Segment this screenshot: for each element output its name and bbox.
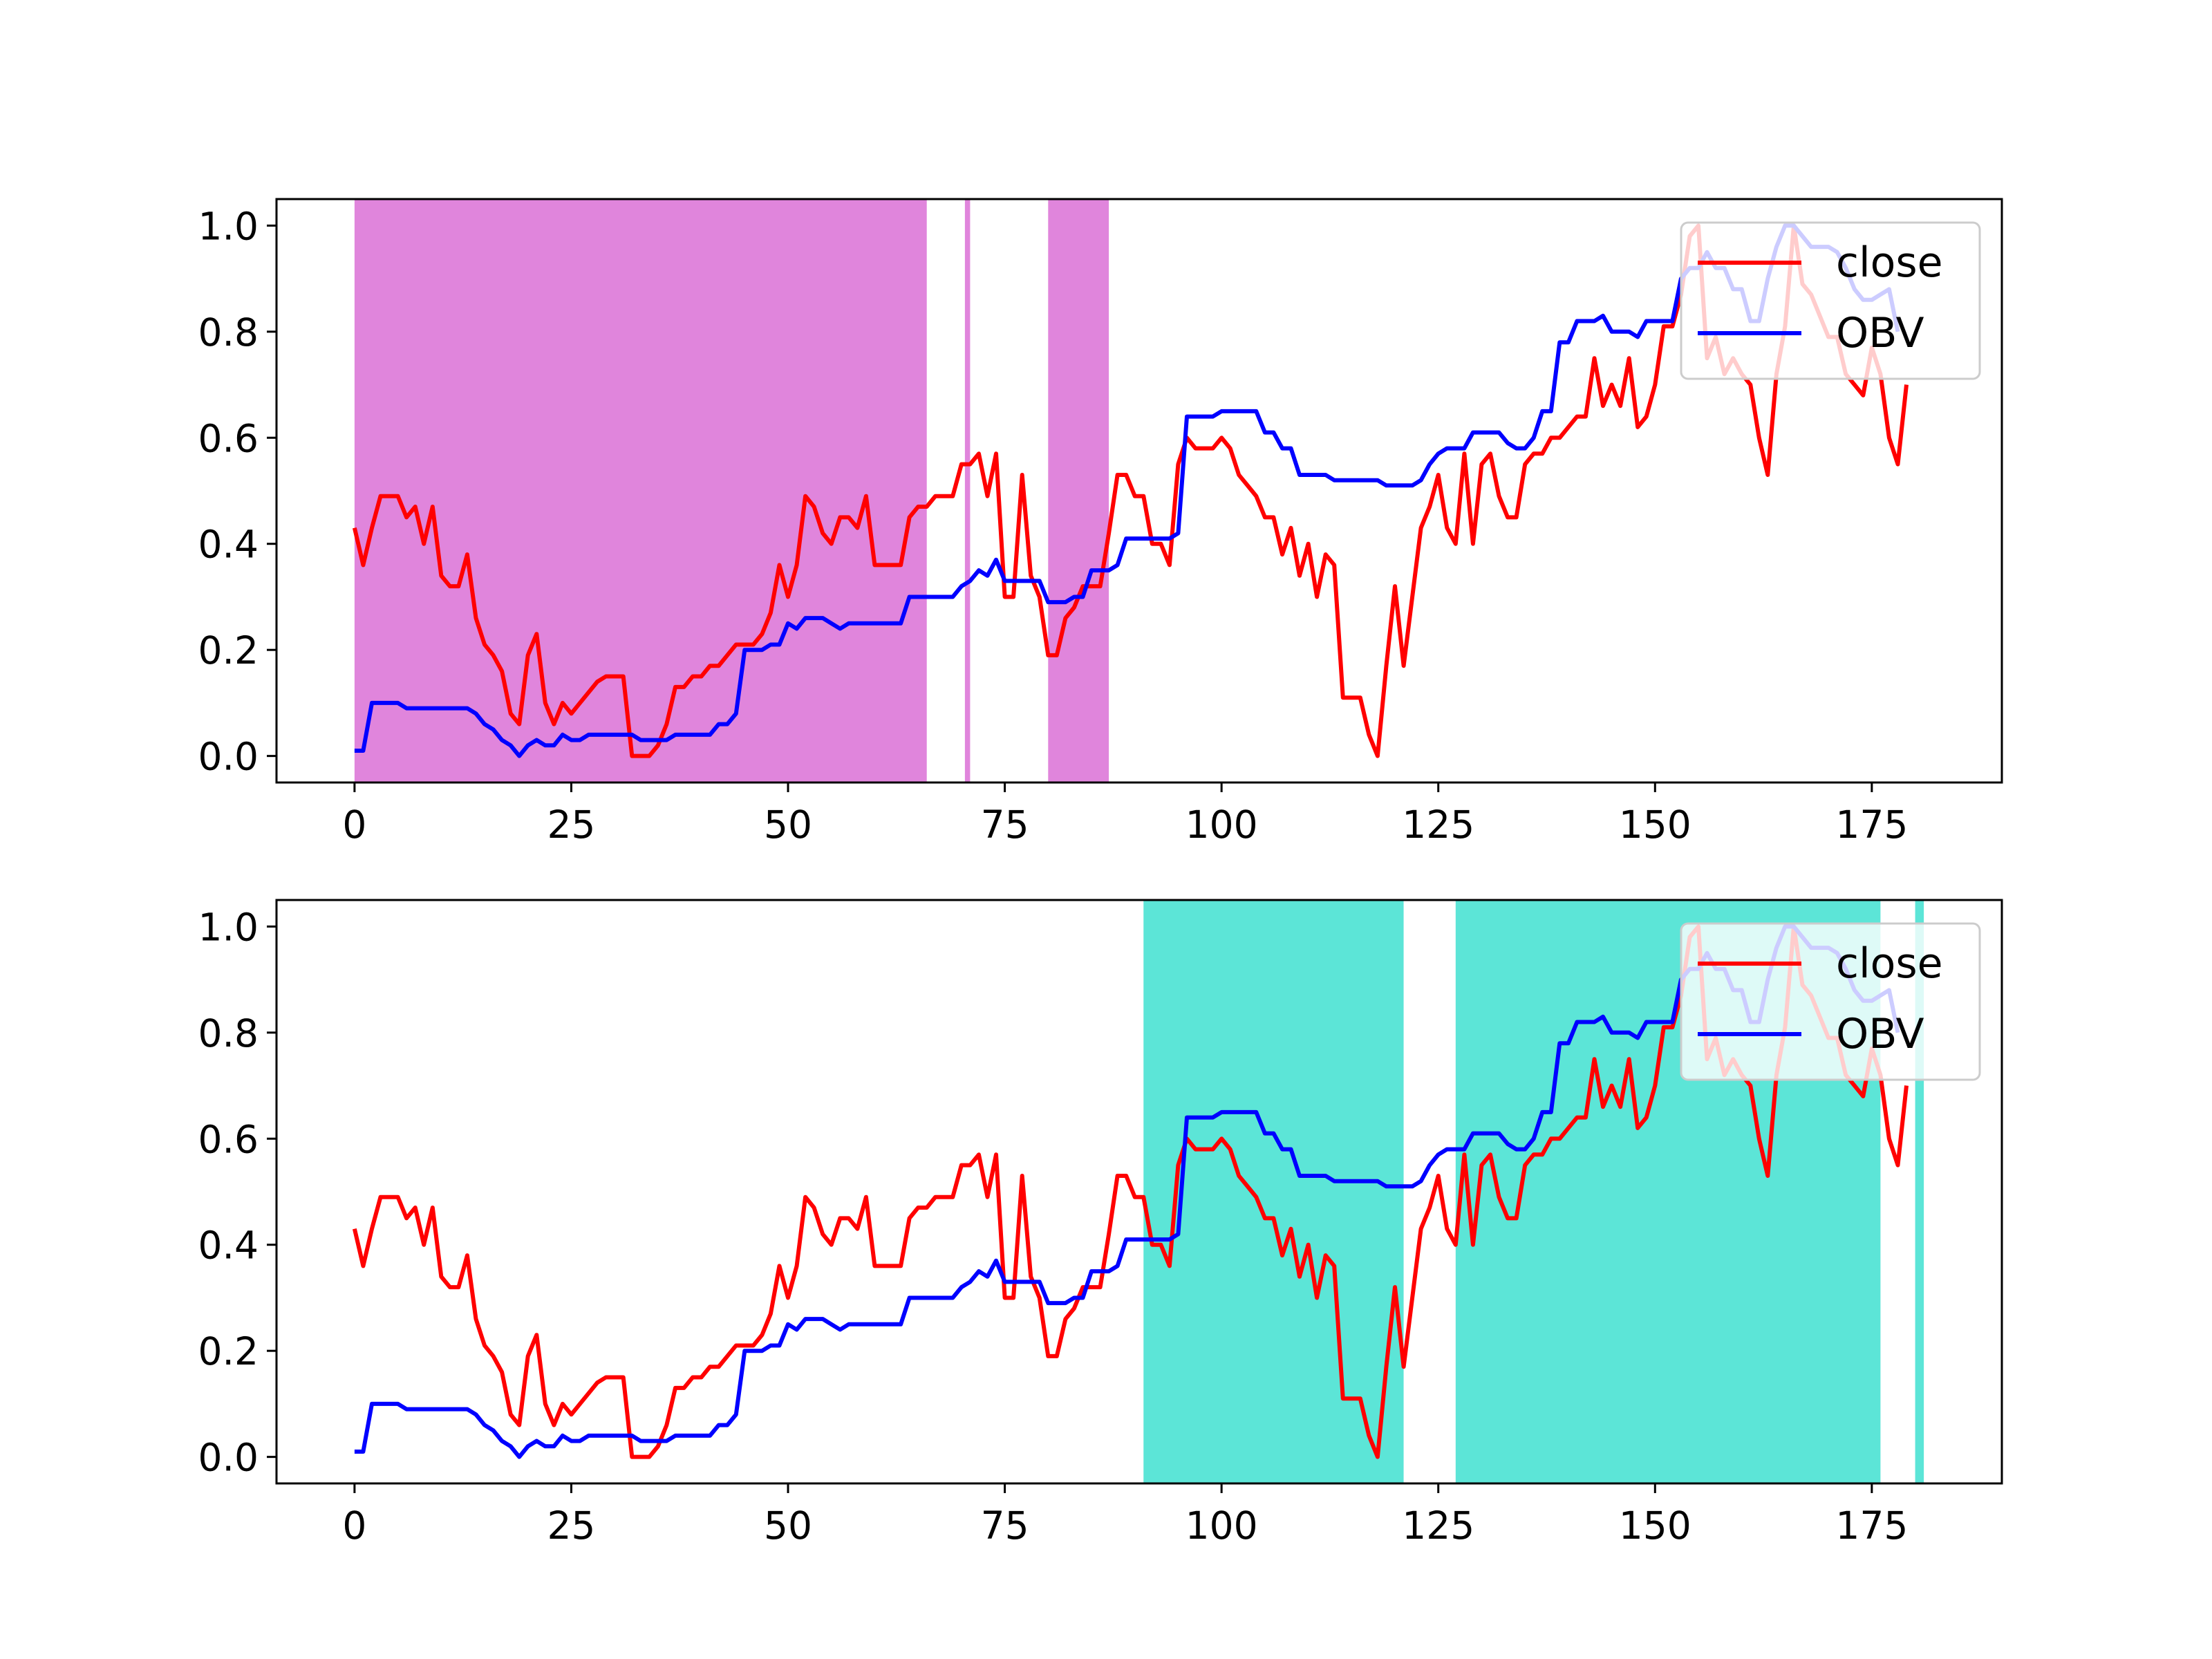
axes-frame <box>275 899 2003 1485</box>
x-tick-label: 50 <box>764 803 812 847</box>
legend: close OBV <box>1680 221 1981 380</box>
x-tick-label: 75 <box>981 803 1029 847</box>
x-tick-label: 100 <box>1185 1503 1258 1548</box>
y-tick-label: 1.0 <box>198 204 259 248</box>
y-tick-label: 1.0 <box>198 905 259 949</box>
panel-top: 0 25 50 75 100 125 150 175 0.0 0.2 0.4 0.6 0.8 1.0 clo… <box>198 198 2003 847</box>
y-tick-label: 0.2 <box>198 628 259 673</box>
series-lines <box>352 924 1909 1459</box>
shaded-span <box>1048 199 1109 782</box>
axes-frame <box>275 198 2003 784</box>
x-tick-label: 100 <box>1185 803 1258 847</box>
legend: close OBV <box>1680 922 1981 1081</box>
y-tick-label: 0.8 <box>198 310 259 355</box>
y-tick-label: 0.2 <box>198 1329 259 1374</box>
x-tick-label: 150 <box>1619 1503 1691 1548</box>
x-tick-label: 125 <box>1402 1503 1474 1548</box>
y-tick-label: 0.6 <box>198 416 259 460</box>
x-tick-label: 0 <box>342 803 366 847</box>
x-tick-label: 25 <box>547 803 595 847</box>
x-tick-label: 0 <box>342 1503 366 1548</box>
panel-bottom: 0 25 50 75 100 125 150 175 0.0 0.2 0.4 0.6 0.8 1.0 clo… <box>198 899 2003 1548</box>
series-line-obv <box>354 924 1900 1459</box>
y-tick-label: 0.4 <box>198 523 259 567</box>
series-line-close <box>352 223 1909 758</box>
shaded-span <box>1143 900 1404 1483</box>
x-tick-label: 75 <box>981 1503 1029 1548</box>
y-tick-label: 0.0 <box>198 735 259 779</box>
x-tick-label: 125 <box>1402 803 1474 847</box>
x-tick-label: 175 <box>1835 803 1908 847</box>
y-tick-label: 0.6 <box>198 1117 259 1161</box>
x-tick-label: 175 <box>1835 1503 1908 1548</box>
series-lines <box>352 223 1909 758</box>
y-tick-label: 0.8 <box>198 1011 259 1056</box>
shaded-span <box>354 199 927 782</box>
series-line-close <box>352 924 1909 1459</box>
y-tick-label: 0.4 <box>198 1224 259 1268</box>
legend-label-obv: OBV <box>1836 309 1924 357</box>
legend-label-obv: OBV <box>1836 1010 1924 1058</box>
x-tick-label: 25 <box>547 1503 595 1548</box>
series-line-obv <box>354 223 1900 758</box>
x-tick-label: 50 <box>764 1503 812 1548</box>
y-tick-label: 0.0 <box>198 1436 259 1480</box>
legend-label-close: close <box>1836 939 1943 988</box>
x-tick-label: 150 <box>1619 803 1691 847</box>
legend-label-close: close <box>1836 238 1943 287</box>
shaded-span <box>964 199 971 782</box>
